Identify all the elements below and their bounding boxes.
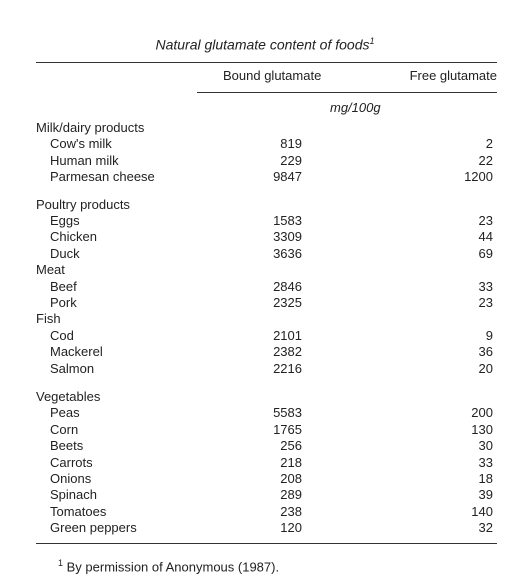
food-name: Eggs — [50, 213, 80, 228]
free-value: 23 — [478, 213, 493, 228]
food-name: Salmon — [50, 360, 95, 376]
bound-value: 238 — [280, 503, 302, 519]
free-value: 33 — [478, 278, 493, 294]
bound-value: 5583 — [273, 405, 302, 421]
food-name: Parmesan cheese — [50, 169, 155, 185]
food-name: Mackerel — [50, 344, 103, 360]
bound-value: 2101 — [273, 327, 302, 343]
title-text: Natural glutamate content of foods — [155, 36, 370, 53]
bound-value: 289 — [280, 487, 302, 503]
free-value: 200 — [471, 405, 493, 421]
bound-value: 218 — [280, 454, 302, 470]
bound-value: 819 — [280, 136, 302, 152]
food-name: Chicken — [50, 229, 97, 245]
group-name: Vegetables — [36, 389, 101, 404]
bound-value: 1765 — [273, 421, 302, 437]
column-header: Bound glutamate — [223, 68, 322, 83]
food-name: Peas — [50, 405, 80, 421]
food-name: Tomatoes — [50, 503, 107, 519]
group-name: Poultry products — [36, 196, 130, 212]
free-value: 1200 — [464, 169, 493, 185]
free-value: 44 — [478, 229, 493, 245]
bound-value: 3636 — [273, 245, 302, 261]
bound-value: 208 — [280, 471, 302, 486]
food-name: Corn — [50, 421, 79, 437]
free-value: 23 — [478, 295, 493, 310]
column-header: Free glutamate — [409, 68, 497, 83]
free-value: 30 — [478, 438, 493, 454]
free-value: 20 — [478, 360, 493, 376]
food-name: Cod — [50, 327, 74, 343]
bound-value: 229 — [280, 152, 302, 168]
footnote-mark: 1 — [58, 558, 64, 568]
group-name: Milk/dairy products — [36, 120, 145, 135]
bound-value: 2216 — [273, 360, 302, 376]
bound-value: 1583 — [273, 213, 302, 228]
food-name: Pork — [50, 295, 77, 310]
free-value: 36 — [478, 344, 493, 360]
food-name: Spinach — [50, 487, 97, 503]
food-name: Human milk — [50, 152, 119, 168]
free-value: 22 — [478, 152, 493, 168]
title: Natural glutamate content of foods1 — [0, 33, 526, 53]
note-mark: 1 — [369, 36, 375, 46]
bound-value: 9847 — [273, 169, 302, 185]
footnote-text: By permission of Anonymous (1987). — [66, 559, 280, 575]
unit: mg/100g — [330, 100, 381, 115]
bound-value: 256 — [280, 438, 302, 454]
free-value: 39 — [478, 487, 493, 503]
bottom-rule — [36, 543, 497, 544]
free-value: 69 — [478, 245, 493, 261]
food-name: Cow's milk — [50, 136, 112, 152]
free-value: 9 — [485, 327, 493, 343]
food-name: Beets — [50, 438, 84, 454]
food-name: Green peppers — [50, 520, 137, 536]
bound-value: 2382 — [273, 344, 302, 360]
food-name: Carrots — [50, 454, 93, 470]
free-value: 130 — [471, 421, 493, 437]
free-value: 32 — [478, 520, 493, 536]
bound-value: 120 — [280, 520, 302, 536]
food-name: Onions — [50, 471, 92, 486]
top-rule — [36, 62, 497, 63]
group-name: Meat — [36, 262, 65, 278]
food-name: Duck — [50, 245, 80, 261]
bound-value: 2325 — [273, 295, 302, 310]
free-value: 140 — [471, 503, 493, 519]
bound-value: 2846 — [273, 278, 302, 294]
free-value: 18 — [478, 471, 493, 486]
bound-value: 3309 — [273, 229, 302, 245]
footnote: 1 By permission of Anonymous (1987). — [58, 555, 279, 575]
free-value: 2 — [485, 136, 493, 152]
food-name: Beef — [50, 278, 77, 294]
header-rule — [197, 92, 497, 93]
group-name: Fish — [36, 311, 61, 327]
free-value: 33 — [478, 454, 493, 470]
